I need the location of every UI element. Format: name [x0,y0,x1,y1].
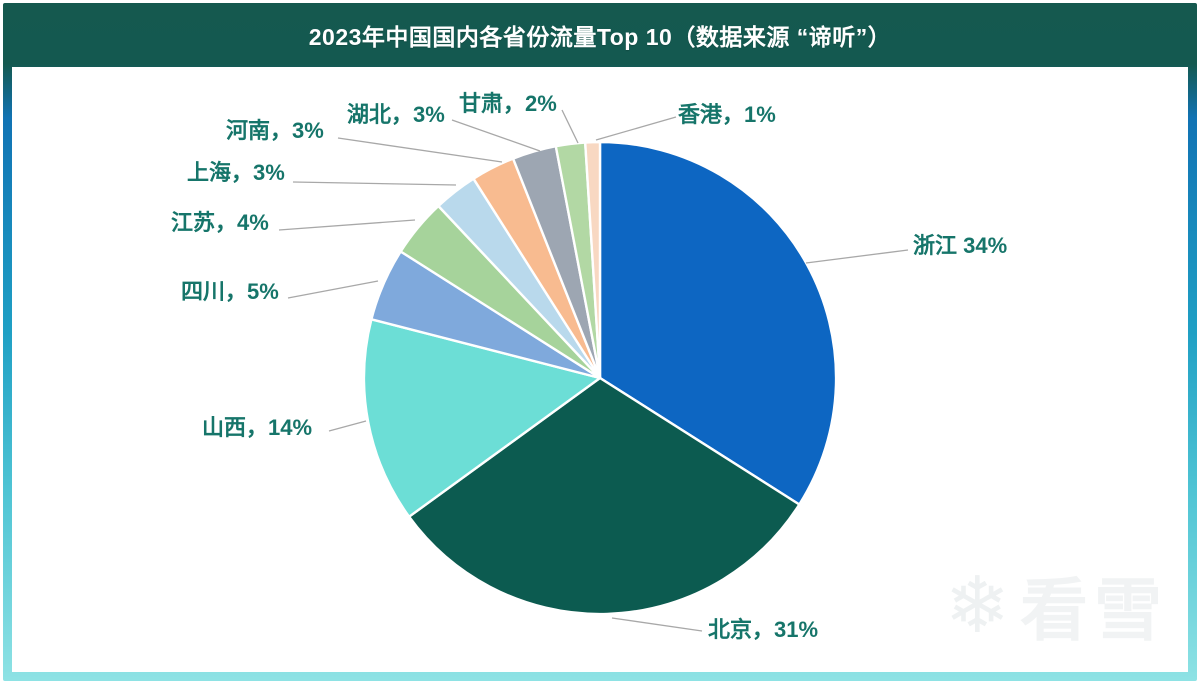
slice-label-zhejiang: 浙江 34% [913,233,1008,258]
snowflake-icon: ❄ [944,560,1010,649]
leader-line-beijing [611,617,703,632]
leader-lines [278,109,909,632]
leader-line-henan [337,137,503,163]
slice-label-shanghai: 上海，3% [187,160,285,185]
slice-label-gansu: 甘肃，2% [459,91,557,116]
pie-slices [362,140,838,616]
slice-label-hubei: 湖北，3% [347,102,445,127]
slice-label-beijing: 北京，31% [708,617,819,642]
leader-line-hongkong [595,116,677,141]
leader-line-hubei [451,119,541,152]
pie-slice-shanxi [362,318,602,518]
slice-label-henan: 河南，3% [226,118,324,143]
title-bar: 2023年中国国内各省份流量Top 10（数据来源 “谛听”） [3,3,1197,67]
pie-slice-beijing [407,376,801,616]
pie-slice-zhejiang [598,140,838,506]
leader-line-gansu [561,109,579,144]
leader-line-zhejiang [805,249,909,264]
slice-label-hongkong: 香港，1% [678,102,776,127]
pie-slice-hongkong [584,140,602,380]
watermark: ❄ 看雪 [945,555,1168,654]
leader-line-sichuan [287,280,379,299]
slice-label-jiangsu: 江苏，4% [171,210,269,235]
leader-line-shanghai [292,181,457,186]
leader-line-shanxi [328,420,367,432]
slice-label-shanxi: 山西，14% [202,415,313,440]
slice-label-sichuan: 四川，5% [181,279,279,304]
chart-title: 2023年中国国内各省份流量Top 10（数据来源 “谛听”） [308,24,892,50]
watermark-text: 看雪 [1019,573,1168,649]
gradient-frame: 2023年中国国内各省份流量Top 10（数据来源 “谛听”） ❄ 看雪 [3,3,1197,681]
leader-line-jiangsu [278,219,416,231]
